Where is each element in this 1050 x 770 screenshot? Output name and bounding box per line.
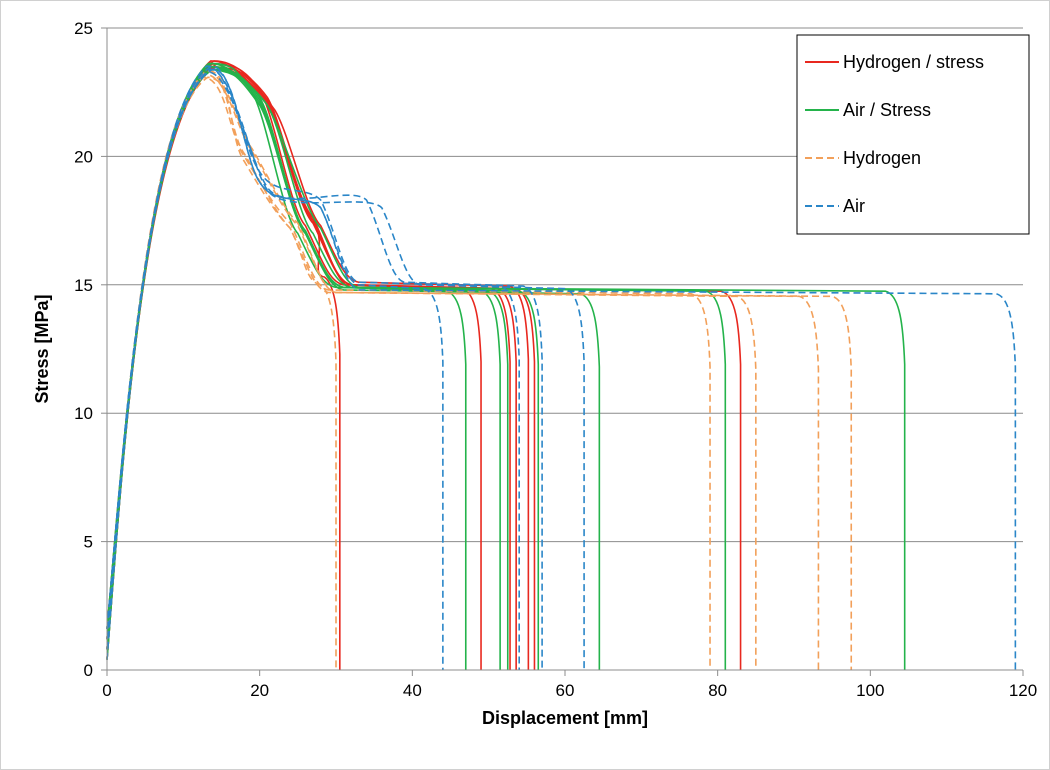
tick-labels: 0 5 10 15 20 25 0 20 40 60 80 100 120 [74,19,1037,700]
series-line-18 [106,70,820,670]
x-tick-label-80: 80 [708,681,727,700]
x-tick-label-60: 60 [556,681,575,700]
x-tick-label-100: 100 [856,681,884,700]
x-tick-label-0: 0 [102,681,111,700]
legend-label-2: Air / Stress [843,100,931,120]
y-tick-label-15: 15 [74,276,93,295]
x-tick-label-20: 20 [250,681,269,700]
legend-label-1: Hydrogen / stress [843,52,984,72]
y-axis-title: Stress [MPa] [32,294,52,403]
series-layer [106,60,1017,670]
y-tick-label-5: 5 [84,533,93,552]
legend-box [796,34,1030,235]
x-tick-label-40: 40 [403,681,422,700]
y-tick-label-0: 0 [84,661,93,680]
series-line-24 [106,65,1017,670]
gridlines [107,27,1023,543]
series-line-23 [106,68,585,670]
axes [101,27,1024,676]
y-tick-label-25: 25 [74,19,93,38]
y-tick-label-20: 20 [74,147,93,166]
y-tick-label-10: 10 [74,404,93,423]
legend: Hydrogen / stress Air / Stress Hydrogen Air [796,34,1030,235]
legend-label-4: Air [843,196,865,216]
legend-label-3: Hydrogen [843,148,921,168]
x-axis-title: Displacement [mm] [482,708,648,728]
x-tick-label-120: 120 [1009,681,1037,700]
